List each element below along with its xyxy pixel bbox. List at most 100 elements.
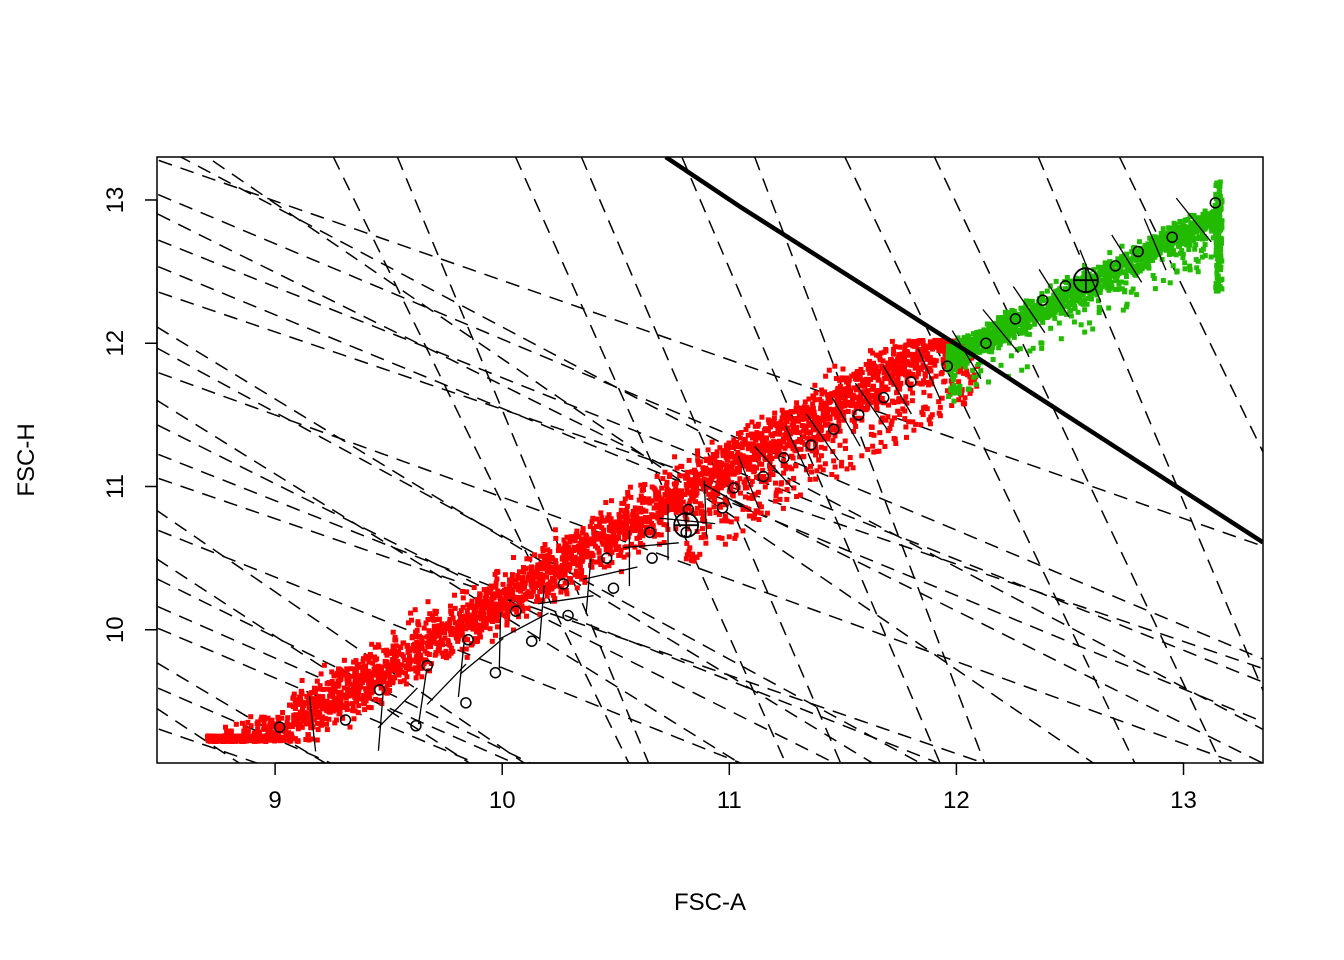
data-point bbox=[840, 413, 846, 418]
data-point bbox=[823, 373, 829, 379]
data-point bbox=[756, 517, 762, 522]
data-point bbox=[873, 352, 879, 358]
data-point bbox=[440, 653, 446, 659]
data-point bbox=[779, 415, 785, 421]
data-point bbox=[319, 718, 325, 724]
data-point bbox=[435, 623, 441, 629]
data-point bbox=[810, 405, 816, 411]
data-point bbox=[536, 578, 542, 584]
data-point bbox=[747, 441, 752, 447]
data-point bbox=[555, 548, 561, 554]
data-point bbox=[752, 491, 758, 497]
data-point bbox=[556, 570, 562, 576]
data-point bbox=[503, 593, 509, 599]
data-point bbox=[876, 369, 882, 374]
data-point bbox=[1137, 256, 1143, 262]
data-point bbox=[473, 636, 478, 642]
data-point bbox=[429, 636, 435, 642]
data-point bbox=[944, 388, 950, 394]
data-point bbox=[1077, 291, 1083, 297]
data-point bbox=[1058, 310, 1064, 316]
data-point bbox=[573, 568, 579, 574]
data-point bbox=[314, 737, 320, 743]
data-point bbox=[1084, 301, 1090, 307]
data-point bbox=[584, 534, 590, 540]
data-point bbox=[968, 377, 974, 383]
data-point bbox=[529, 591, 534, 597]
data-point bbox=[891, 400, 897, 405]
data-point bbox=[967, 339, 973, 345]
data-point bbox=[489, 638, 495, 644]
data-point bbox=[1033, 316, 1039, 322]
data-point bbox=[780, 412, 786, 418]
data-point bbox=[1217, 189, 1223, 195]
data-point bbox=[429, 613, 435, 619]
voronoi-cell-edges bbox=[308, 197, 1212, 752]
data-point bbox=[927, 360, 933, 365]
data-point bbox=[357, 664, 363, 670]
data-point bbox=[659, 511, 665, 517]
data-point bbox=[1029, 304, 1035, 310]
data-point bbox=[718, 504, 724, 510]
data-point bbox=[1159, 235, 1165, 241]
data-point bbox=[818, 453, 824, 459]
data-point bbox=[745, 423, 751, 429]
data-point bbox=[638, 493, 644, 499]
data-point bbox=[551, 578, 556, 584]
data-point bbox=[361, 700, 367, 706]
data-point bbox=[984, 321, 990, 327]
data-point bbox=[1118, 279, 1124, 285]
data-point bbox=[331, 700, 337, 706]
data-point bbox=[1202, 208, 1208, 214]
data-point bbox=[1215, 242, 1221, 248]
data-point bbox=[313, 701, 319, 707]
data-point bbox=[759, 433, 765, 438]
data-point bbox=[544, 593, 550, 599]
data-point bbox=[563, 552, 569, 558]
data-point bbox=[643, 515, 648, 521]
data-point bbox=[258, 717, 264, 723]
data-point bbox=[621, 529, 627, 535]
data-point bbox=[661, 540, 667, 545]
data-point bbox=[1034, 309, 1040, 315]
data-point bbox=[537, 553, 543, 559]
data-point bbox=[812, 435, 818, 441]
data-point bbox=[1004, 314, 1010, 320]
data-point bbox=[495, 591, 501, 597]
data-point bbox=[579, 550, 585, 556]
data-point bbox=[872, 365, 878, 371]
data-point bbox=[935, 343, 941, 349]
data-point bbox=[1060, 302, 1065, 308]
data-point bbox=[521, 569, 527, 575]
data-point bbox=[439, 650, 445, 656]
data-point bbox=[1085, 271, 1091, 277]
data-point bbox=[484, 599, 490, 605]
data-point bbox=[810, 401, 816, 407]
data-point bbox=[574, 528, 580, 534]
data-point bbox=[294, 697, 300, 703]
data-point bbox=[1124, 301, 1130, 307]
data-point bbox=[677, 473, 683, 479]
data-point bbox=[426, 628, 432, 634]
data-point bbox=[910, 356, 916, 362]
data-point bbox=[651, 533, 657, 539]
data-point bbox=[851, 385, 857, 391]
data-point bbox=[822, 389, 828, 395]
data-point bbox=[1214, 275, 1220, 281]
data-point bbox=[1125, 268, 1131, 274]
data-point bbox=[1042, 307, 1048, 313]
data-point bbox=[603, 517, 609, 523]
data-point bbox=[956, 349, 962, 355]
data-point bbox=[435, 617, 441, 622]
data-point bbox=[363, 688, 369, 694]
data-point bbox=[780, 410, 786, 416]
data-point bbox=[1163, 232, 1169, 238]
data-point bbox=[700, 485, 706, 491]
data-point bbox=[920, 347, 926, 353]
data-point bbox=[1146, 246, 1152, 252]
data-point bbox=[550, 592, 556, 598]
data-point bbox=[898, 380, 904, 386]
data-point bbox=[787, 415, 792, 421]
data-point bbox=[419, 639, 425, 645]
dashed-line bbox=[137, 781, 1283, 960]
